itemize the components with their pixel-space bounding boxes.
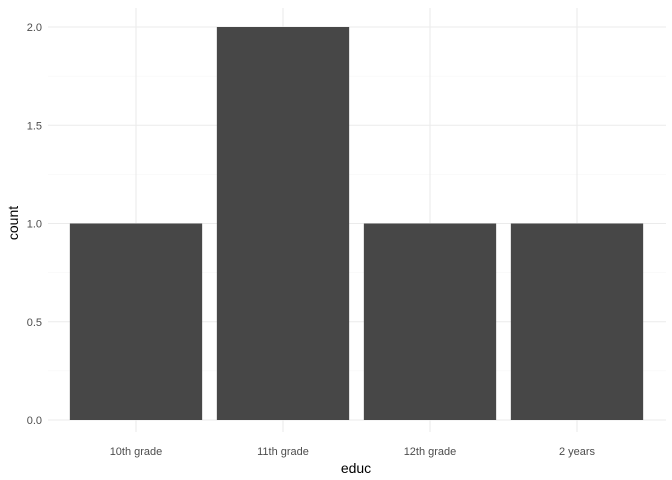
y-tick-label: 2.0 xyxy=(27,22,42,34)
bars xyxy=(69,27,644,420)
y-axis-ticks: 0.0 0.5 1.0 1.5 2.0 xyxy=(27,22,42,427)
y-tick-label: 1.0 xyxy=(27,219,42,231)
y-axis-title: count xyxy=(5,206,21,240)
bar-11th-grade xyxy=(216,27,350,420)
y-tick-label: 1.5 xyxy=(27,120,42,132)
x-tick-label: 11th grade xyxy=(257,446,309,458)
x-axis-ticks: 10th grade 11th grade 12th grade 2 years xyxy=(110,446,596,458)
bar-2-years xyxy=(510,223,644,420)
x-axis-title: educ xyxy=(341,460,371,476)
bar-12th-grade xyxy=(363,223,497,420)
x-tick-label: 10th grade xyxy=(110,446,163,458)
x-tick-label: 2 years xyxy=(559,446,596,458)
y-tick-label: 0.0 xyxy=(27,415,42,427)
bar-10th-grade xyxy=(69,223,203,420)
x-tick-label: 12th grade xyxy=(404,446,457,458)
y-tick-label: 0.5 xyxy=(27,317,42,329)
